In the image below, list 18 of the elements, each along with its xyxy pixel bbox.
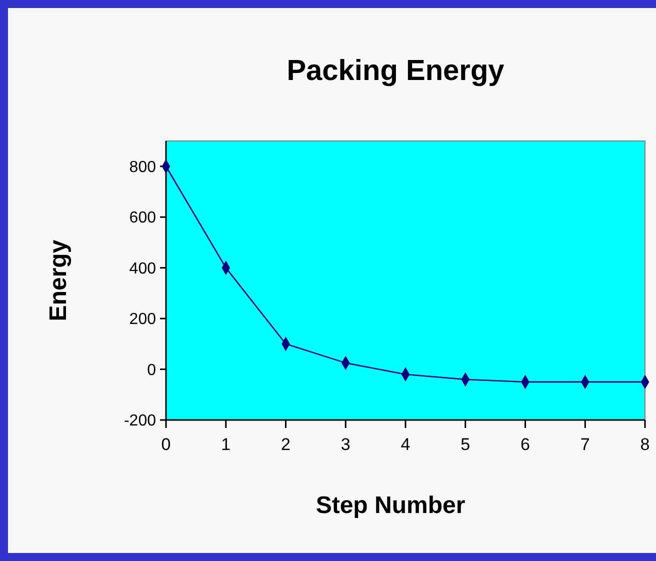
y-tick-label: 800 xyxy=(129,158,156,176)
x-tick-label: 6 xyxy=(520,435,530,454)
y-tick-label: 200 xyxy=(129,311,156,328)
x-tick-label: 7 xyxy=(580,435,590,454)
x-tick-label: 8 xyxy=(640,435,650,454)
x-tick-label: 4 xyxy=(400,435,410,454)
x-tick-label: 5 xyxy=(460,435,470,454)
y-axis-title: Energy xyxy=(45,239,72,322)
chart-title: Packing Energy xyxy=(286,55,504,87)
x-tick-label: 1 xyxy=(221,435,231,454)
y-tick-label: 0 xyxy=(147,362,156,379)
x-tick-label: 0 xyxy=(161,435,171,454)
x-tick-label: 3 xyxy=(340,435,350,454)
y-tick-label: -200 xyxy=(124,412,156,430)
x-tick-label: 2 xyxy=(281,435,290,454)
x-axis-title: Step Number xyxy=(316,492,466,519)
y-tick-label: 600 xyxy=(129,210,156,227)
y-tick-label: 400 xyxy=(129,260,156,278)
